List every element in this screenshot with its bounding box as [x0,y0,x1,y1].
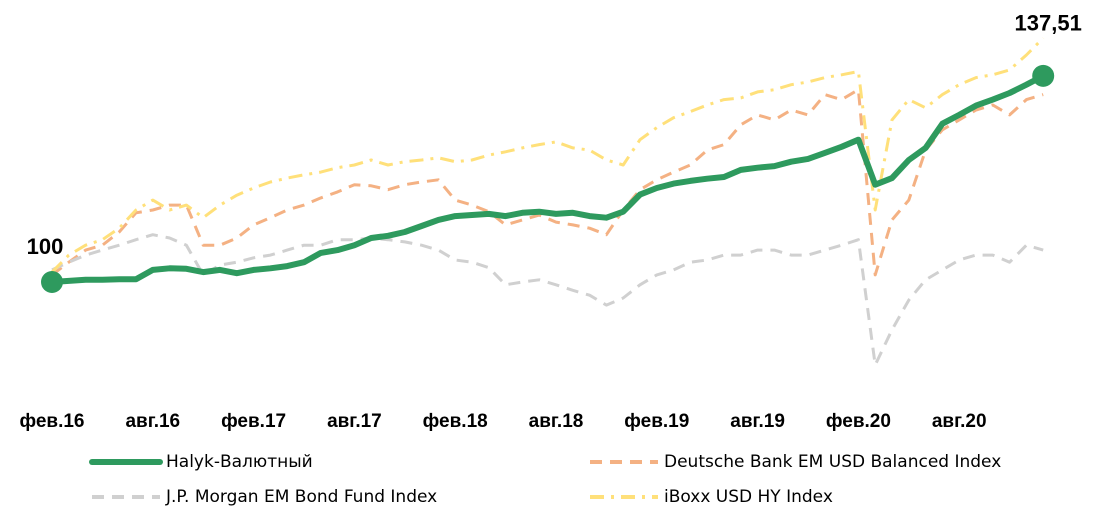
end-marker [1032,64,1055,87]
x-tick-label: авг.17 [327,411,382,432]
series-line [51,88,1044,277]
x-tick-label: авг.19 [730,411,785,432]
series-line [51,73,1045,285]
legend-label: J.P. Morgan EM Bond Fund Index [165,487,437,507]
x-tick-label: авг.20 [932,411,987,432]
data-label: 137,51 [1015,11,1082,36]
x-tick-label: авг.16 [125,411,180,432]
x-tick-label: фев.18 [423,411,488,432]
x-tick-label: фев.20 [826,411,891,432]
legend-label: iBoxx USD HY Index [664,487,833,507]
end-marker [41,271,63,294]
x-tick-label: фев.16 [19,411,84,432]
x-tick-label: авг.18 [529,411,584,432]
legend-label: Halyk-Валютный [166,452,313,472]
x-tick-label: фев.19 [624,411,689,432]
data-label: 100 [27,234,64,259]
x-tick-label: фев.17 [221,411,286,432]
legend-label: Deutsche Bank EM USD Balanced Index [664,452,1001,472]
series-line [51,233,1044,367]
series-line [50,36,1045,274]
